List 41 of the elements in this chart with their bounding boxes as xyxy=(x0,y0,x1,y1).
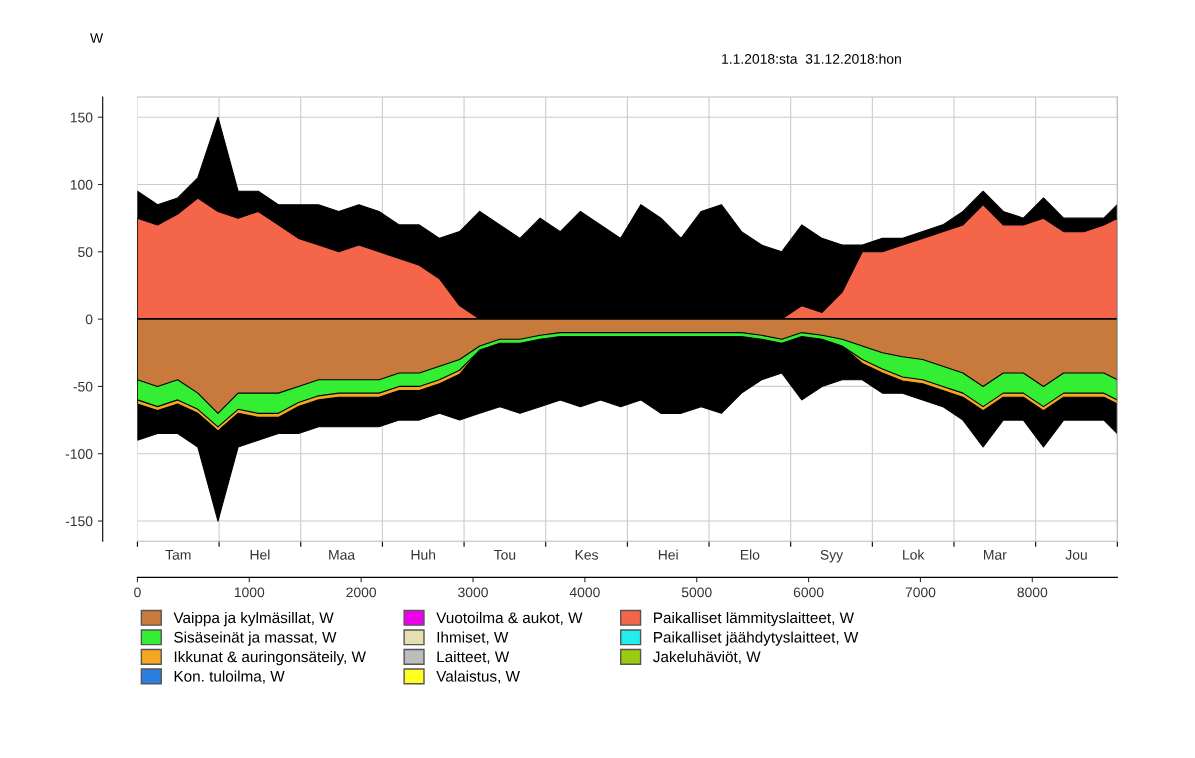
y-tick-label: -50 xyxy=(73,381,93,392)
x-tick-label: 5000 xyxy=(681,587,712,598)
legend-label: Paikalliset lämmityslaitteet, W xyxy=(654,611,854,627)
x-tick-label: 8000 xyxy=(1017,587,1048,598)
text: Tou xyxy=(494,550,516,560)
y-tick-label: 100 xyxy=(70,179,93,190)
y-tick-label: 150 xyxy=(70,112,93,123)
y-tick-label: 50 xyxy=(78,247,93,257)
text: Elo xyxy=(740,549,760,560)
text: Tam xyxy=(165,550,191,560)
text: Hel xyxy=(250,549,270,560)
legend-label: Laitteet, W xyxy=(437,650,510,664)
chart-title: 1.1.2018:sta 31.12.2018:hon xyxy=(722,53,901,64)
text: Kes xyxy=(575,550,599,560)
x-tick-label: 1000 xyxy=(234,587,265,598)
legend-label: Valaistus, W xyxy=(436,670,520,684)
x-tick-label: 4000 xyxy=(569,587,600,598)
text: Hei xyxy=(658,549,678,560)
text: Maa xyxy=(329,550,356,560)
x-tick-label: 6000 xyxy=(793,587,824,598)
x-tick-label: 2000 xyxy=(346,587,377,598)
legend-label: Ihmiset, W xyxy=(437,631,509,645)
legend-label: Vuotoilma & aukot, W xyxy=(436,611,583,625)
x-tick-label: 7000 xyxy=(905,587,936,598)
text: Jou xyxy=(1065,550,1087,560)
x-tick-label: 3000 xyxy=(458,587,488,598)
legend-label: Jakeluhäviöt, W xyxy=(653,650,761,664)
y-tick-label: -100 xyxy=(65,449,93,459)
text: Syy xyxy=(820,549,844,563)
text: Mar xyxy=(984,550,1007,560)
legend-label: Kon. tuloilma, W xyxy=(174,670,285,684)
y-tick-label: -150 xyxy=(65,516,93,527)
text: Huh xyxy=(411,549,436,560)
y-axis-title: W xyxy=(90,33,104,43)
legend-label: Ikkunat & auringonsäteily, W xyxy=(174,650,366,666)
legend-label: Paikalliset jäähdytyslaitteet, W xyxy=(654,631,859,646)
legend-label: Sisäseinät ja massat, W xyxy=(174,631,337,646)
text: Lok xyxy=(903,549,925,560)
y-tick-label: 0 xyxy=(85,314,93,325)
legend-label: Vaippa ja kylmäsillat, W xyxy=(173,611,334,627)
x-tick-label: 0 xyxy=(134,587,141,598)
